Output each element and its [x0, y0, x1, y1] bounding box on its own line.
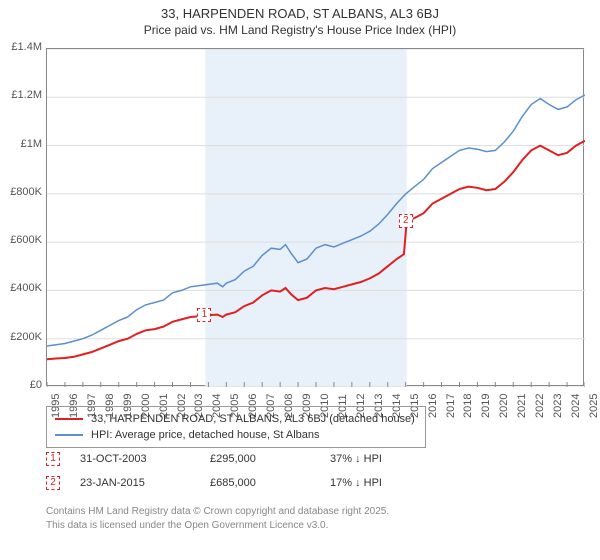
legend-item-property: 33, HARPENDEN ROAD, ST ALBANS, AL3 6BJ (… — [55, 411, 417, 427]
footer-line-1: Contains HM Land Registry data © Crown c… — [46, 506, 389, 517]
xtick-label: 2023 — [552, 394, 564, 418]
plot-marker-1: 1 — [197, 308, 211, 322]
xtick-label: 2024 — [570, 394, 582, 418]
ytick-label: £1M — [2, 138, 42, 150]
legend-label-property: 33, HARPENDEN ROAD, ST ALBANS, AL3 6BJ (… — [91, 413, 415, 425]
sale-price-2: £685,000 — [210, 477, 330, 489]
chart-subtitle: Price paid vs. HM Land Registry's House … — [0, 21, 600, 37]
xtick-label: 2019 — [480, 394, 492, 418]
xtick-label: 2017 — [445, 394, 457, 418]
xtick-label: 2020 — [498, 394, 510, 418]
legend-label-hpi: HPI: Average price, detached house, St A… — [91, 429, 320, 441]
legend: 33, HARPENDEN ROAD, ST ALBANS, AL3 6BJ (… — [46, 406, 426, 448]
plot-marker-2: 2 — [399, 214, 413, 228]
plot-area — [46, 48, 584, 386]
sale-diff-2: 17% ↓ HPI — [330, 477, 430, 489]
xtick-label: 2021 — [516, 394, 528, 418]
ytick-label: £600K — [2, 234, 42, 246]
footer-line-2: This data is licensed under the Open Gov… — [46, 520, 328, 531]
sale-date-2: 23-JAN-2015 — [80, 477, 210, 489]
ytick-label: £200K — [2, 331, 42, 343]
sale-diff-1: 37% ↓ HPI — [330, 453, 430, 465]
chart-title: 33, HARPENDEN ROAD, ST ALBANS, AL3 6BJ — [0, 0, 600, 21]
ytick-label: £0 — [2, 379, 42, 391]
sale-date-1: 31-OCT-2003 — [80, 453, 210, 465]
legend-item-hpi: HPI: Average price, detached house, St A… — [55, 427, 417, 443]
xtick-label: 2025 — [588, 394, 600, 418]
sale-price-1: £295,000 — [210, 453, 330, 465]
xtick-label: 2022 — [534, 394, 546, 418]
ytick-label: £1.2M — [2, 89, 42, 101]
chart-container: 33, HARPENDEN ROAD, ST ALBANS, AL3 6BJ P… — [0, 0, 600, 560]
legend-swatch-property — [55, 418, 83, 420]
ytick-label: £1.4M — [2, 41, 42, 53]
sale-marker-1: 1 — [46, 452, 60, 466]
sale-marker-2: 2 — [46, 476, 60, 490]
ytick-label: £400K — [2, 282, 42, 294]
ytick-label: £800K — [2, 186, 42, 198]
legend-swatch-hpi — [55, 434, 83, 436]
sale-row-2: 2 23-JAN-2015 £685,000 17% ↓ HPI — [46, 476, 430, 490]
chart-svg — [47, 49, 585, 387]
xtick-label: 2018 — [462, 394, 474, 418]
sale-row-1: 1 31-OCT-2003 £295,000 37% ↓ HPI — [46, 452, 430, 466]
xtick-label: 2016 — [427, 394, 439, 418]
